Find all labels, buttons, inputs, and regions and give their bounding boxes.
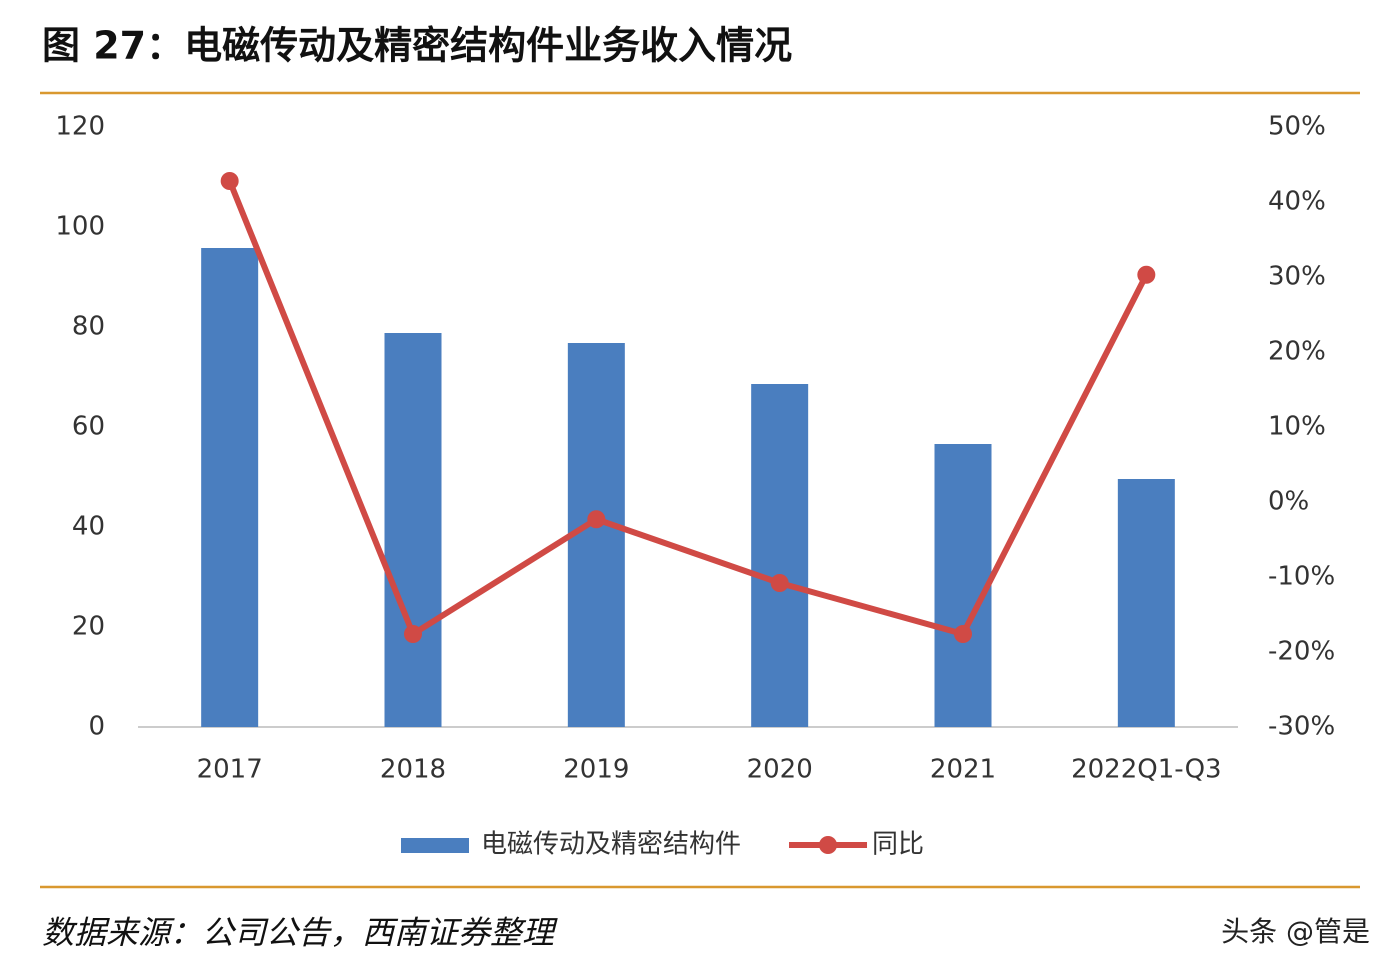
legend-swatch	[819, 836, 838, 854]
x-tick-label: 2022Q1-Q3	[1071, 755, 1222, 785]
line-marker	[954, 625, 972, 643]
y-tick-label: 40	[72, 512, 105, 542]
y-tick-label: 120	[55, 112, 105, 142]
bar	[201, 248, 259, 727]
y2-tick-label: -20%	[1268, 637, 1335, 667]
line	[226, 179, 1150, 637]
y2-tick-label: -10%	[1268, 562, 1335, 592]
bar	[567, 343, 625, 727]
y-tick-label: 60	[72, 412, 105, 442]
y2-tick-label: 30%	[1268, 262, 1326, 292]
bar	[934, 444, 992, 727]
y-tick-label: 0	[88, 712, 105, 742]
line-marker	[770, 574, 789, 592]
y2-tick-label: 20%	[1268, 337, 1326, 367]
line-marker	[1137, 265, 1156, 284]
line-marker	[587, 510, 606, 529]
legend-label: 同比	[872, 830, 924, 860]
legend-label: 电磁传动及精密结构件	[481, 830, 741, 860]
y2-tick-label: -30%	[1268, 712, 1335, 742]
bar	[384, 333, 442, 727]
watermark: 头条 @管是	[1221, 915, 1370, 948]
x-tick-label: 2017	[197, 755, 263, 785]
x-tick-label: 2018	[380, 755, 446, 785]
legend-swatch	[401, 838, 469, 853]
bar	[1117, 479, 1175, 727]
y2-tick-label: 50%	[1268, 112, 1326, 142]
bar	[751, 384, 809, 727]
y2-tick-label: 40%	[1268, 187, 1326, 217]
chart-title: 图 27：电磁传动及精密结构件业务收入情况	[42, 24, 792, 68]
y2-tick-label: 0%	[1268, 487, 1309, 517]
line-marker	[220, 172, 239, 190]
x-tick-label: 2019	[563, 755, 629, 785]
y-tick-label: 80	[72, 312, 105, 342]
x-tick-label: 2021	[930, 755, 996, 785]
y-tick-label: 20	[72, 612, 105, 642]
x-tick-label: 2020	[747, 755, 813, 785]
y-tick-label: 100	[55, 212, 105, 242]
source: 数据来源：公司公告，西南证券整理	[42, 914, 558, 952]
line-marker	[404, 625, 422, 643]
y2-tick-label: 10%	[1268, 412, 1326, 442]
